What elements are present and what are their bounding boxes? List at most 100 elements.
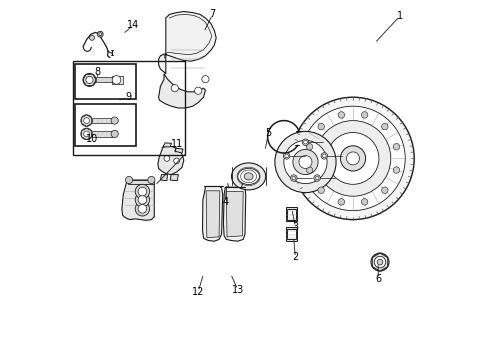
Circle shape <box>195 87 202 94</box>
Circle shape <box>293 149 318 175</box>
Circle shape <box>316 176 319 180</box>
Circle shape <box>275 131 336 193</box>
Circle shape <box>111 117 118 124</box>
Polygon shape <box>160 175 168 181</box>
Text: 3: 3 <box>293 222 298 232</box>
Circle shape <box>84 118 90 123</box>
Text: 13: 13 <box>232 285 244 295</box>
Circle shape <box>306 144 313 150</box>
Polygon shape <box>223 187 245 241</box>
Circle shape <box>304 140 307 144</box>
Circle shape <box>135 193 149 207</box>
Polygon shape <box>159 12 216 74</box>
Circle shape <box>371 253 389 271</box>
Circle shape <box>125 176 133 184</box>
Bar <box>112 76 122 84</box>
Circle shape <box>321 153 327 159</box>
Ellipse shape <box>231 163 266 190</box>
Text: 8: 8 <box>95 67 100 77</box>
Circle shape <box>338 112 344 118</box>
Polygon shape <box>82 128 92 140</box>
Bar <box>288 229 296 239</box>
Circle shape <box>84 131 90 137</box>
Text: 11: 11 <box>171 139 183 149</box>
Circle shape <box>327 132 379 184</box>
Circle shape <box>377 259 383 265</box>
Circle shape <box>362 112 368 118</box>
Circle shape <box>171 85 178 92</box>
Circle shape <box>382 123 388 130</box>
Polygon shape <box>226 192 243 237</box>
Text: 14: 14 <box>127 20 140 30</box>
Polygon shape <box>175 148 183 153</box>
Ellipse shape <box>238 168 259 184</box>
Polygon shape <box>206 191 220 238</box>
Circle shape <box>138 195 147 204</box>
Bar <box>92 131 112 137</box>
Circle shape <box>81 128 92 140</box>
Circle shape <box>301 106 405 211</box>
Circle shape <box>322 154 326 158</box>
Bar <box>75 104 136 146</box>
Circle shape <box>164 156 170 161</box>
Circle shape <box>202 76 209 83</box>
Polygon shape <box>163 143 172 147</box>
Circle shape <box>346 152 360 165</box>
Circle shape <box>138 204 147 213</box>
Ellipse shape <box>244 173 253 180</box>
Circle shape <box>306 167 313 173</box>
Polygon shape <box>128 180 154 184</box>
Circle shape <box>86 76 93 84</box>
Circle shape <box>314 175 320 181</box>
Circle shape <box>90 35 95 40</box>
Circle shape <box>302 139 309 145</box>
Bar <box>96 77 119 82</box>
Text: 1: 1 <box>397 11 403 21</box>
Circle shape <box>338 199 344 205</box>
Bar <box>288 209 296 220</box>
Circle shape <box>374 256 386 268</box>
Circle shape <box>299 156 312 168</box>
Circle shape <box>112 76 121 84</box>
Circle shape <box>83 73 96 86</box>
Polygon shape <box>202 186 222 241</box>
Circle shape <box>318 123 324 130</box>
Circle shape <box>174 158 179 164</box>
Circle shape <box>283 153 290 159</box>
Bar <box>92 118 112 123</box>
Circle shape <box>138 187 147 196</box>
Polygon shape <box>170 175 178 181</box>
Text: 4: 4 <box>222 197 228 207</box>
Text: 9: 9 <box>125 92 131 102</box>
Circle shape <box>285 154 289 158</box>
Circle shape <box>148 176 155 184</box>
Text: 2: 2 <box>292 252 298 262</box>
Circle shape <box>292 176 295 180</box>
Circle shape <box>292 97 414 220</box>
Text: 6: 6 <box>375 274 381 284</box>
Circle shape <box>135 202 149 216</box>
Circle shape <box>315 121 391 196</box>
Bar <box>75 64 136 99</box>
Text: 10: 10 <box>86 134 98 144</box>
Circle shape <box>393 167 400 173</box>
Circle shape <box>135 184 149 199</box>
Text: 5: 5 <box>265 128 271 138</box>
Circle shape <box>81 115 92 126</box>
Circle shape <box>99 33 102 36</box>
Circle shape <box>318 187 324 193</box>
Text: 7: 7 <box>210 9 216 19</box>
Polygon shape <box>82 115 92 126</box>
Bar <box>286 227 297 241</box>
Circle shape <box>341 146 366 171</box>
Circle shape <box>111 130 118 138</box>
Circle shape <box>382 187 388 193</box>
Polygon shape <box>122 180 154 220</box>
Bar <box>73 61 185 155</box>
Circle shape <box>284 140 327 184</box>
Polygon shape <box>159 74 205 108</box>
Bar <box>286 207 297 221</box>
Circle shape <box>98 31 103 37</box>
Text: 12: 12 <box>192 287 204 297</box>
Circle shape <box>362 199 368 205</box>
